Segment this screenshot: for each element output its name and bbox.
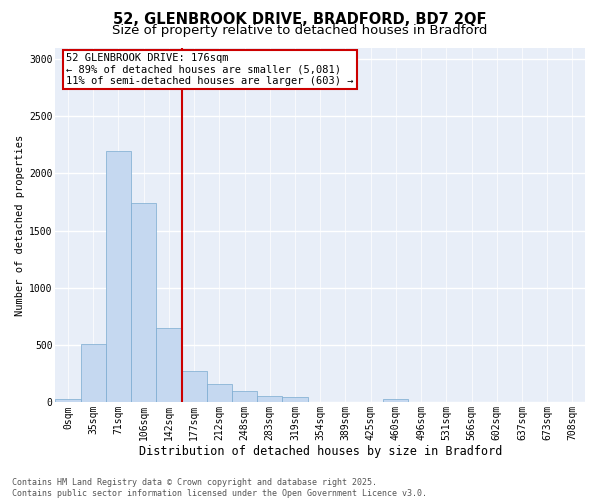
Text: Size of property relative to detached houses in Bradford: Size of property relative to detached ho… xyxy=(112,24,488,37)
Y-axis label: Number of detached properties: Number of detached properties xyxy=(15,134,25,316)
Text: 52 GLENBROOK DRIVE: 176sqm
← 89% of detached houses are smaller (5,081)
11% of s: 52 GLENBROOK DRIVE: 176sqm ← 89% of deta… xyxy=(66,53,353,86)
Bar xyxy=(283,396,308,402)
Bar xyxy=(232,391,257,402)
Bar xyxy=(55,399,80,402)
Text: Contains HM Land Registry data © Crown copyright and database right 2025.
Contai: Contains HM Land Registry data © Crown c… xyxy=(12,478,427,498)
Bar xyxy=(257,396,283,402)
Bar xyxy=(131,203,157,402)
Bar xyxy=(106,150,131,402)
Bar xyxy=(157,328,182,402)
Bar xyxy=(383,399,409,402)
Bar xyxy=(182,372,207,402)
Bar xyxy=(80,344,106,403)
X-axis label: Distribution of detached houses by size in Bradford: Distribution of detached houses by size … xyxy=(139,444,502,458)
Bar xyxy=(207,384,232,402)
Text: 52, GLENBROOK DRIVE, BRADFORD, BD7 2QF: 52, GLENBROOK DRIVE, BRADFORD, BD7 2QF xyxy=(113,12,487,28)
